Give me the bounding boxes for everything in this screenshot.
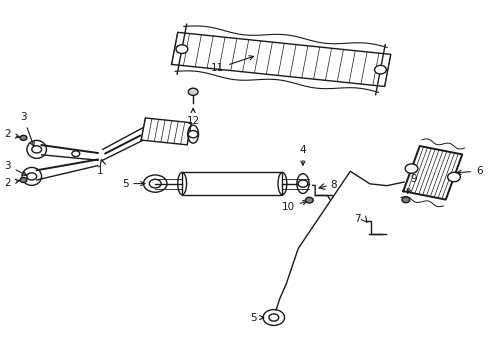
Circle shape <box>20 135 27 140</box>
Bar <box>182 172 282 195</box>
Text: 11: 11 <box>210 56 253 73</box>
Text: 5: 5 <box>122 179 144 189</box>
Circle shape <box>374 66 386 74</box>
Circle shape <box>401 197 409 203</box>
Text: 6: 6 <box>456 166 482 176</box>
Text: 2: 2 <box>4 129 20 139</box>
Text: 9: 9 <box>407 174 417 193</box>
Text: 3: 3 <box>20 112 34 146</box>
Text: 5: 5 <box>249 312 263 323</box>
Text: 8: 8 <box>330 180 336 190</box>
Text: 12: 12 <box>186 108 200 126</box>
Circle shape <box>297 180 307 187</box>
Circle shape <box>27 173 37 180</box>
Text: 10: 10 <box>281 201 306 212</box>
Text: 1: 1 <box>97 166 103 176</box>
Text: 4: 4 <box>299 145 305 165</box>
Text: 3: 3 <box>4 161 27 175</box>
Circle shape <box>305 197 313 203</box>
Text: 7: 7 <box>353 214 360 224</box>
Circle shape <box>20 177 27 183</box>
Circle shape <box>176 45 187 53</box>
Circle shape <box>72 151 80 157</box>
Circle shape <box>188 131 198 138</box>
Circle shape <box>188 88 198 95</box>
Circle shape <box>32 146 41 153</box>
Circle shape <box>447 172 459 182</box>
Circle shape <box>405 164 417 173</box>
Text: 2: 2 <box>4 177 20 188</box>
